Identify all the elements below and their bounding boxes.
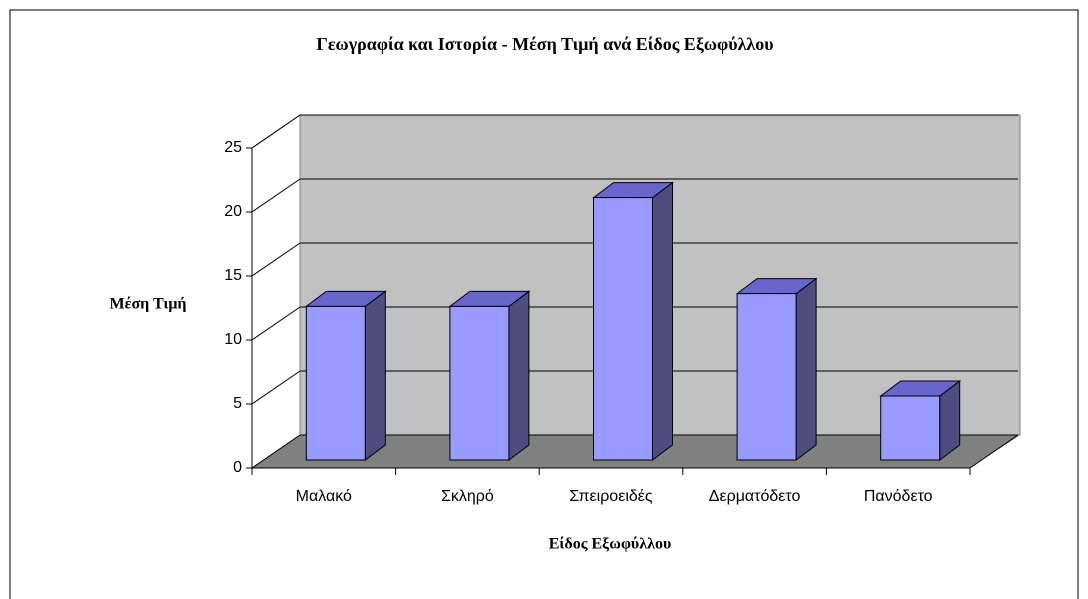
bar <box>305 305 366 461</box>
grid-line <box>251 370 301 405</box>
bar <box>593 197 653 461</box>
side-wall <box>251 114 301 469</box>
x-tick-label: Πανόδετο <box>864 488 933 505</box>
y-tick-label: 15 <box>224 267 242 284</box>
bar <box>449 305 510 461</box>
grid-line <box>251 178 301 213</box>
bar <box>736 293 797 461</box>
x-tick-label: Μαλακό <box>296 488 352 505</box>
bar-side <box>652 181 673 461</box>
bar-side <box>795 277 817 461</box>
grid-line <box>251 306 301 341</box>
y-tick-label: 0 <box>233 459 242 476</box>
y-tick-label: 25 <box>224 139 242 156</box>
grid-line <box>251 434 301 469</box>
x-tick-label: Δερματόδετο <box>709 488 801 505</box>
y-tick-label: 20 <box>224 203 242 220</box>
floor-edge <box>969 434 1019 469</box>
grid-line <box>251 114 301 149</box>
bar-side <box>508 290 530 461</box>
y-tick-label: 5 <box>233 395 242 412</box>
chart-title: Γεωγραφία και Ιστορία - Μέση Τιμή ανά Εί… <box>316 34 773 55</box>
grid-line <box>251 242 301 277</box>
x-tick-label: Σπειροειδές <box>569 488 653 505</box>
bar <box>880 395 941 461</box>
y-tick-label: 10 <box>224 331 242 348</box>
bar-side <box>364 290 386 461</box>
x-tick-label: Σκληρό <box>441 488 494 505</box>
y-axis-label: Μέση Τιμή <box>110 296 187 313</box>
x-axis-label: Είδος Εξωφύλλου <box>549 536 672 553</box>
